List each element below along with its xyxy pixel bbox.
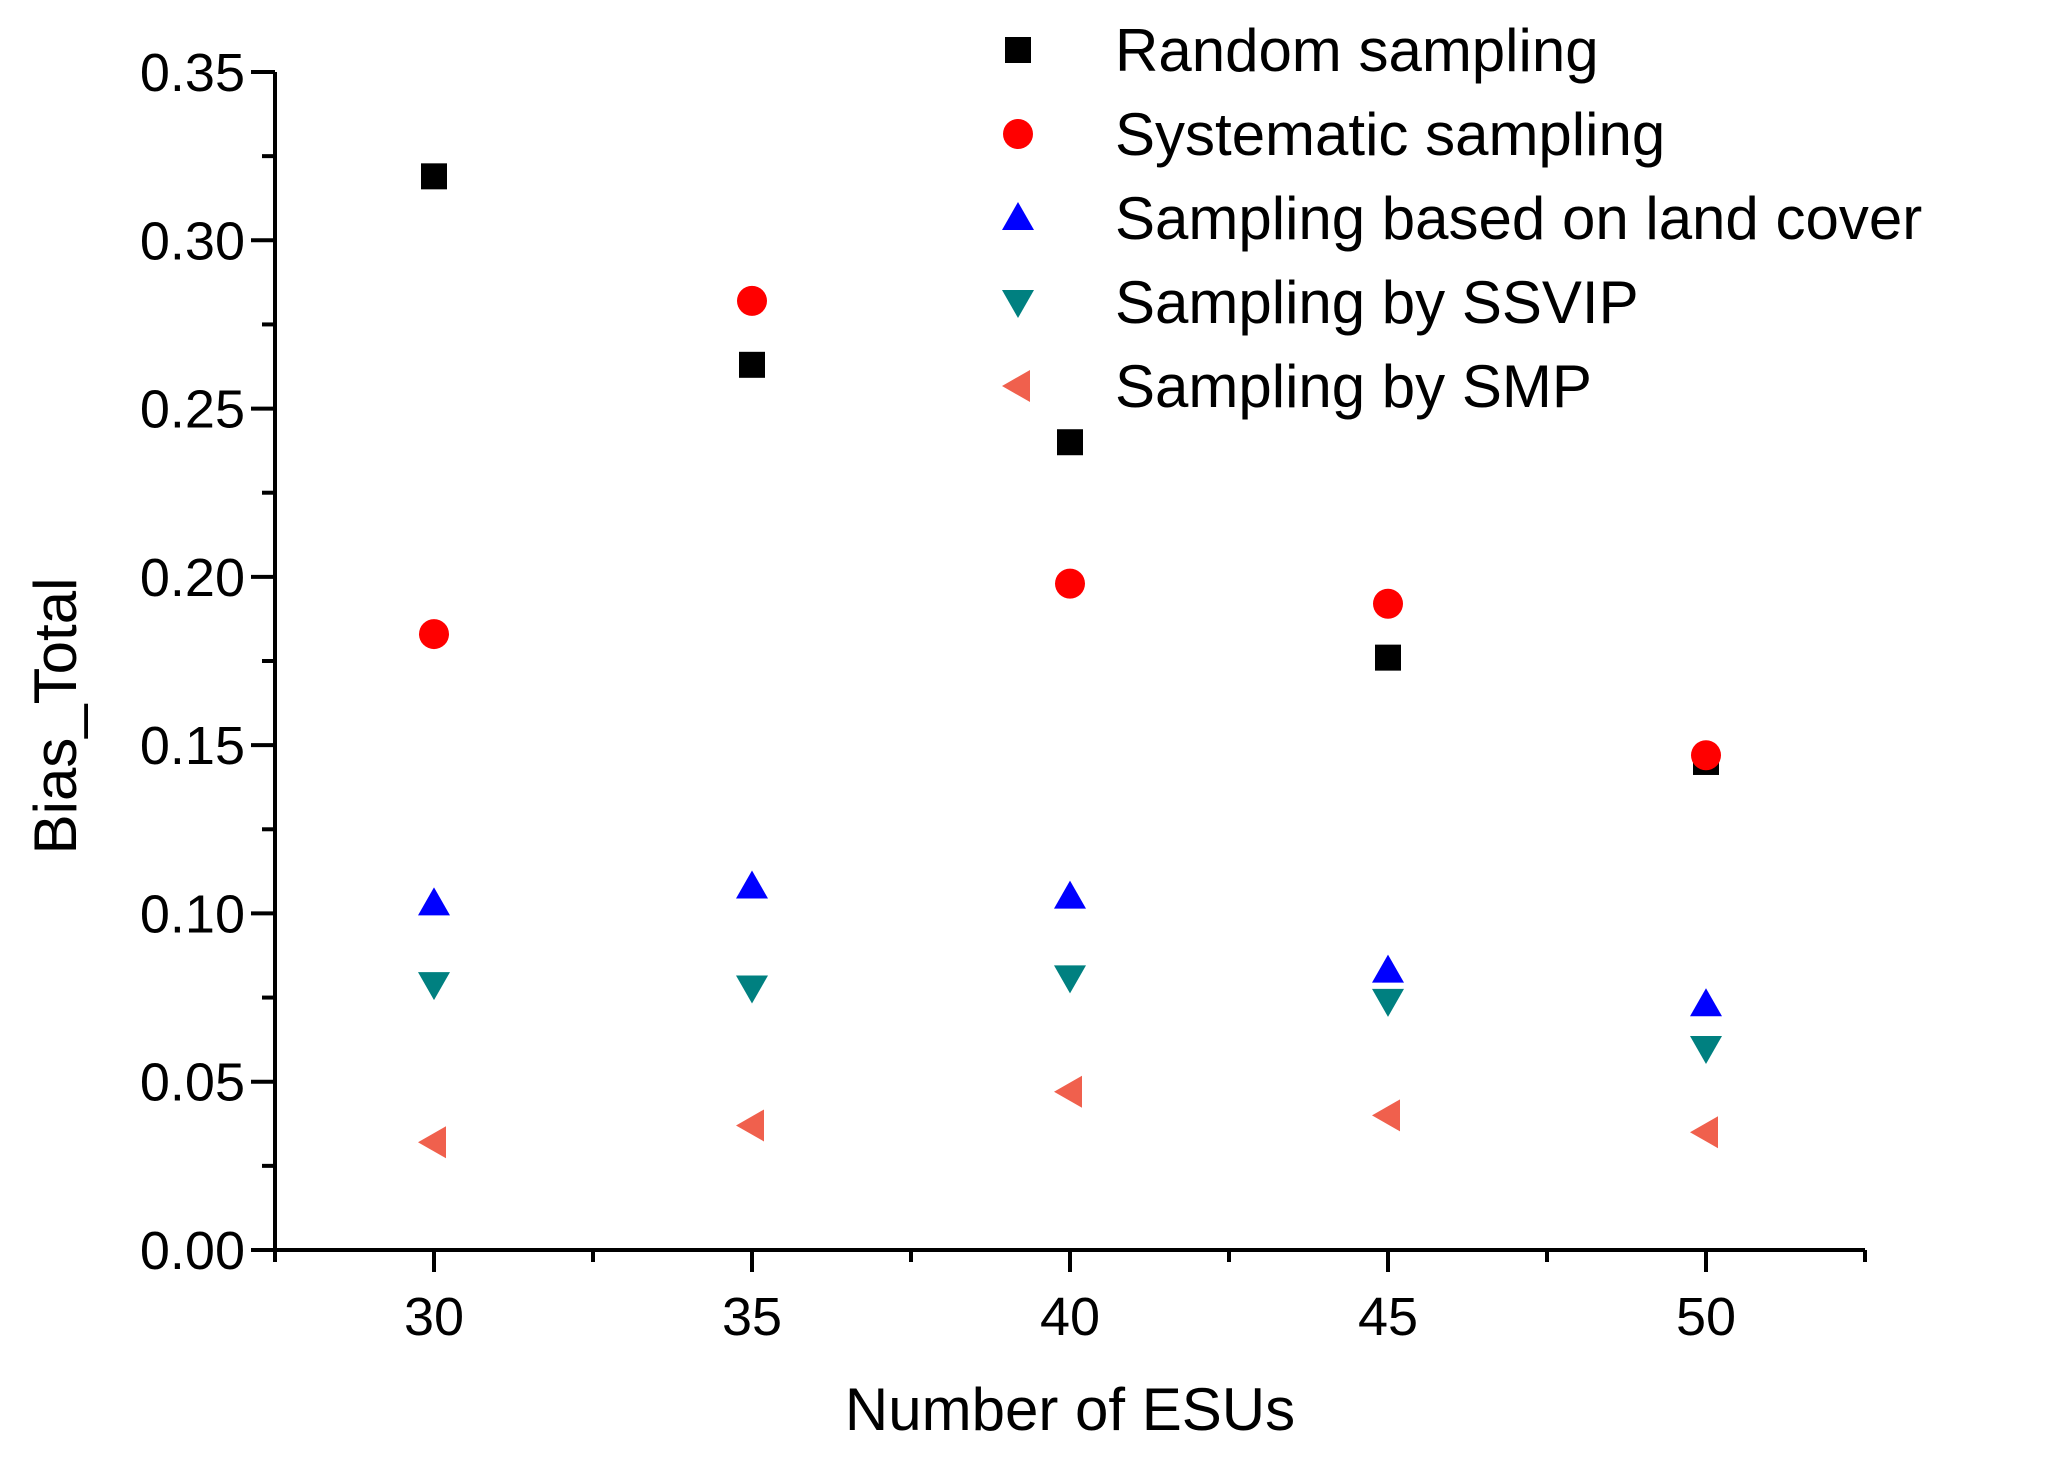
y-tick-label: 0.20 — [140, 548, 245, 608]
data-point-triangle-down — [1372, 988, 1404, 1017]
x-tick-label: 35 — [722, 1287, 782, 1347]
data-point-triangle-left — [736, 1109, 764, 1142]
x-axis-title: Number of ESUs — [845, 1376, 1295, 1443]
legend-marker-triangle-down — [1002, 290, 1034, 318]
data-point-triangle-up — [1372, 954, 1404, 983]
data-point-triangle-down — [418, 972, 450, 1001]
legend-marker-triangle-left — [1002, 370, 1030, 402]
data-point-triangle-up — [1690, 988, 1722, 1017]
x-tick-label: 40 — [1040, 1287, 1100, 1347]
y-tick-label: 0.10 — [140, 884, 245, 944]
x-tick-label: 45 — [1358, 1287, 1418, 1347]
legend-label: Systematic sampling — [1115, 101, 1665, 168]
data-points — [418, 163, 1722, 1159]
data-point-square — [739, 351, 765, 378]
data-point-triangle-left — [1054, 1075, 1082, 1108]
data-point-circle — [737, 285, 767, 316]
data-point-triangle-up — [736, 870, 768, 899]
data-point-circle — [419, 619, 449, 650]
y-tick-label: 0.35 — [140, 43, 245, 103]
data-point-triangle-left — [1690, 1116, 1718, 1149]
data-point-triangle-up — [1054, 880, 1086, 909]
axes: 30 35 40 45 50 0.00 0.05 0.10 0.15 0.20 0.25 0.30 0.… — [140, 43, 1867, 1347]
y-tick-label: 0.15 — [140, 716, 245, 776]
data-point-square — [1057, 429, 1083, 456]
data-point-square — [1375, 644, 1401, 671]
y-tick-label: 0.30 — [140, 211, 245, 271]
data-point-circle — [1691, 740, 1721, 771]
y-axis-title: Bias_Total — [22, 578, 89, 855]
legend-label: Sampling based on land cover — [1115, 185, 1922, 252]
legend-label: Sampling by SSVIP — [1115, 269, 1639, 336]
data-point-triangle-left — [418, 1126, 446, 1159]
data-point-circle — [1055, 568, 1085, 599]
y-tick-label: 0.00 — [140, 1221, 245, 1281]
legend-marker-square — [1005, 37, 1031, 63]
data-point-triangle-up — [418, 887, 450, 916]
legend-label: Sampling by SMP — [1115, 353, 1592, 420]
legend: Random sampling Systematic sampling Sampli… — [1002, 17, 1922, 420]
legend-marker-circle — [1003, 119, 1033, 149]
data-point-circle — [1373, 588, 1403, 619]
legend-marker-triangle-up — [1002, 202, 1034, 230]
data-point-triangle-down — [1690, 1036, 1722, 1065]
y-tick-label: 0.25 — [140, 380, 245, 440]
data-point-triangle-left — [1372, 1099, 1400, 1132]
data-point-square — [421, 163, 447, 190]
y-tick-label: 0.05 — [140, 1053, 245, 1113]
legend-label: Random sampling — [1115, 17, 1599, 84]
x-tick-label: 30 — [404, 1287, 464, 1347]
data-point-triangle-down — [1054, 965, 1086, 994]
data-point-triangle-down — [736, 975, 768, 1004]
x-tick-label: 50 — [1676, 1287, 1736, 1347]
